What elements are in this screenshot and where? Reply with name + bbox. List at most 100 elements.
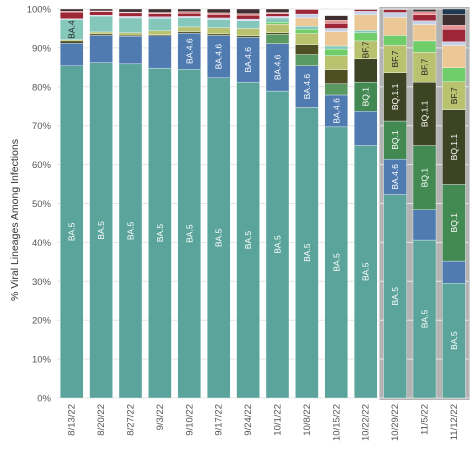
segment-label: BF.7 — [361, 41, 371, 58]
bar-segment — [324, 23, 348, 29]
bar-segment — [265, 22, 290, 25]
bar-segment — [383, 8, 407, 10]
segment-label: BA.5 — [243, 231, 253, 250]
bar-segment — [236, 18, 260, 21]
y-tick-label: 100% — [27, 5, 52, 16]
bar-segment — [442, 14, 466, 26]
segment-label: BF.7 — [449, 87, 459, 104]
bar-segment — [207, 19, 231, 28]
segment-label: BA.5 — [214, 228, 224, 247]
segment-label: BQ.1 — [361, 87, 371, 107]
bar-segment — [383, 35, 407, 46]
bar-segment — [295, 9, 319, 15]
bar-segment — [442, 29, 466, 42]
bar-segment — [177, 13, 201, 17]
bar-segment — [60, 43, 84, 66]
x-axis-ticks: 8/13/22 8/20/22 8/27/22 9/3/22 9/10/22 9/17/2… — [67, 404, 460, 441]
bar-segment — [207, 17, 231, 20]
bar-segment — [265, 23, 290, 33]
bar-segment — [60, 40, 84, 44]
segment-label: BA.4.6 — [243, 47, 253, 73]
bar-segment — [177, 11, 201, 14]
x-tick-label: 8/13/22 — [67, 404, 78, 436]
segment-label: BQ.1.1 — [449, 134, 459, 161]
bar-segment — [265, 16, 290, 19]
bar-segment — [148, 35, 172, 69]
bar-segment — [265, 13, 290, 17]
segment-label: BA.4 — [67, 20, 77, 39]
y-tick-label: 0% — [37, 394, 51, 405]
bar-segment — [89, 31, 113, 35]
bar-segment — [412, 20, 437, 25]
segment-label: BA.5 — [67, 222, 77, 241]
bar-segment — [442, 45, 466, 68]
bar-segment — [324, 28, 348, 32]
bar-segment — [295, 33, 319, 45]
bar-segment — [354, 11, 378, 16]
y-axis-ticks: 0% 10% 20% 30% 40% 50% 60% 70% 80% 90% 100% — [27, 5, 52, 405]
bar-segment — [295, 54, 319, 66]
bar-segment — [148, 30, 172, 35]
segment-label: BQ.1.1 — [420, 100, 430, 127]
segment-label: BA.4.6 — [214, 44, 224, 70]
x-tick-label: 10/15/22 — [331, 404, 342, 441]
x-tick-label: 11/12/22 — [449, 404, 460, 440]
bar-segment — [236, 13, 260, 16]
segment-label: BQ.1 — [449, 213, 459, 233]
bar-segment — [207, 27, 231, 35]
segment-label: BA.5 — [273, 235, 283, 254]
x-tick-label: 11/5/22 — [420, 404, 431, 435]
bar-segment — [118, 17, 143, 33]
bar-segment — [89, 8, 113, 12]
bar-segment — [89, 33, 113, 36]
bar-segment — [412, 8, 437, 10]
bar-segment — [89, 15, 113, 33]
bar-segment — [295, 8, 319, 10]
bar-segment — [383, 16, 407, 36]
bar-segment — [295, 29, 319, 34]
bar-segment — [265, 12, 290, 14]
bar-segment — [207, 33, 231, 36]
bar-segment — [442, 260, 466, 284]
bar-segment — [236, 15, 260, 20]
segment-label: BA.5 — [126, 221, 136, 240]
bar-segment — [354, 8, 378, 10]
bar-segment — [295, 44, 319, 55]
bar-segment — [148, 18, 172, 31]
y-tick-label: 30% — [32, 277, 52, 288]
bar-segment — [354, 58, 378, 83]
bar-segment — [295, 13, 319, 19]
bar-segment — [412, 40, 437, 53]
bar-segment — [295, 25, 319, 30]
segment-label: BA.5 — [155, 224, 165, 243]
bar-segment — [412, 24, 437, 42]
bar-segment — [324, 15, 348, 21]
segment-label: BA.4.6 — [273, 54, 283, 80]
y-tick-label: 60% — [32, 160, 52, 171]
segment-label: BA.5 — [302, 243, 312, 262]
bar-segment — [265, 32, 290, 35]
segment-label: BA.5 — [449, 331, 459, 350]
x-tick-label: 10/1/22 — [273, 404, 284, 436]
bar-segment — [148, 34, 172, 37]
bar-segment — [236, 35, 260, 38]
bar-segment — [354, 14, 378, 31]
bar-segment — [265, 8, 290, 13]
bar-segment — [236, 28, 260, 37]
y-tick-label: 70% — [32, 121, 52, 132]
bar-segment — [265, 34, 290, 44]
segment-labels: BA.5 BA.5 BA.5 BA.5 BA.5 BA.5 BA.5 BA.5 BA.5 BA.5… — [67, 20, 459, 350]
segment-label: BA.5 — [390, 287, 400, 306]
x-tick-label: 9/24/22 — [243, 404, 254, 436]
segment-label: BA.5 — [184, 224, 194, 243]
segment-label: BA.5 — [361, 262, 371, 281]
segment-label: BA.4.6 — [390, 164, 400, 190]
bar-segment — [324, 69, 348, 84]
bar-segment — [442, 8, 466, 15]
y-tick-label: 50% — [32, 199, 52, 210]
bar-segment — [207, 12, 231, 15]
bar-segment — [177, 17, 201, 28]
x-tick-label: 9/3/22 — [155, 404, 166, 430]
bar-segment — [148, 16, 172, 19]
